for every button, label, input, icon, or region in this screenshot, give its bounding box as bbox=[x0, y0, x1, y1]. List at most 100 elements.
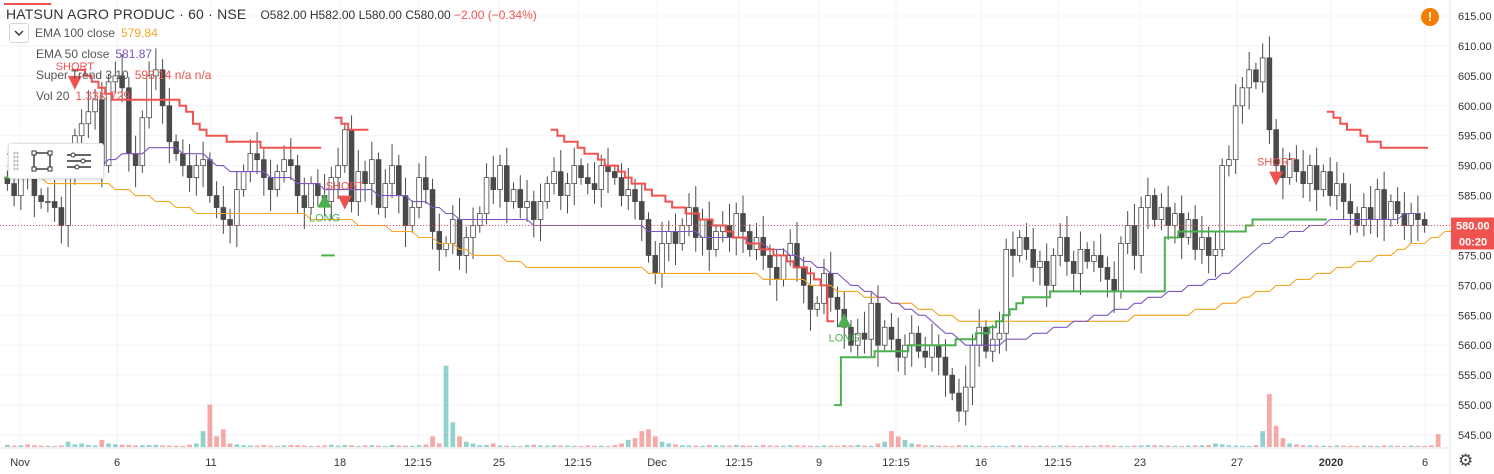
price-axis[interactable]: 615.00 610.00 605.00 600.00 595.00 590.00 585.… bbox=[1451, 11, 1494, 442]
price-tick-label: 575.00 bbox=[1458, 250, 1492, 262]
low-value: L580.00 bbox=[358, 8, 402, 22]
candle-body bbox=[591, 183, 598, 190]
candle-body bbox=[1300, 171, 1306, 184]
supertrend-short-line bbox=[334, 116, 369, 131]
candle-body bbox=[1118, 243, 1124, 292]
volume-bar bbox=[214, 436, 219, 447]
volume-bar bbox=[308, 445, 314, 447]
volume-bar bbox=[1172, 445, 1178, 447]
candle-body bbox=[490, 177, 497, 190]
volume-bar bbox=[814, 445, 820, 447]
indicator-supertrend[interactable]: Super Trend 3 10 593.14 n/a n/a bbox=[6, 64, 537, 85]
volume-bar bbox=[1057, 445, 1063, 447]
symbol-title[interactable]: HATSUN AGRO PRODUC · 60 · NSE bbox=[6, 6, 247, 22]
volume-bar bbox=[187, 444, 192, 447]
drag-handle-icon[interactable] bbox=[13, 151, 19, 171]
candle-body bbox=[342, 129, 348, 167]
price-tick-label: 570.00 bbox=[1458, 280, 1492, 292]
supertrend-short-line bbox=[550, 128, 835, 323]
indicator-value: 1.33K 729 bbox=[75, 88, 131, 103]
volume-bar bbox=[45, 445, 51, 447]
candle-body bbox=[949, 374, 955, 394]
volume-bar bbox=[274, 445, 280, 447]
time-tick-label: 11 bbox=[205, 457, 216, 469]
volume-bar bbox=[740, 445, 746, 447]
indicator-ema50[interactable]: EMA 50 close 581.87 bbox=[6, 43, 537, 64]
indicator-volume[interactable]: Vol 20 1.33K 729 bbox=[6, 85, 537, 106]
object-tree-icon[interactable] bbox=[65, 148, 93, 174]
candle-body bbox=[800, 267, 807, 286]
volume-bar bbox=[1253, 445, 1259, 447]
time-tick-label: 2020 bbox=[1319, 457, 1343, 469]
candle-body bbox=[1003, 249, 1009, 334]
candle-body bbox=[1374, 189, 1381, 220]
candle-body bbox=[1307, 165, 1313, 184]
candle-body bbox=[618, 177, 625, 196]
volume-bar bbox=[571, 445, 577, 447]
volume-bar bbox=[1368, 445, 1373, 447]
candle-body bbox=[531, 201, 537, 220]
candle-body bbox=[1388, 201, 1394, 220]
candle-body bbox=[274, 171, 281, 190]
candle-body bbox=[1084, 249, 1090, 262]
volume-bar bbox=[551, 445, 557, 447]
volume-bar bbox=[430, 436, 435, 447]
indicator-name: Super Trend 3 10 bbox=[36, 67, 129, 82]
candle-body bbox=[423, 177, 429, 190]
gear-icon[interactable]: ⚙ bbox=[1458, 451, 1474, 470]
volume-bar bbox=[1111, 445, 1117, 447]
volume-bar bbox=[106, 443, 111, 447]
candle-body bbox=[1239, 87, 1246, 107]
candle-body bbox=[11, 183, 17, 196]
volume-bar bbox=[970, 445, 975, 447]
short-arrow-icon bbox=[67, 75, 82, 90]
candle-body bbox=[814, 302, 820, 310]
volume-bar bbox=[673, 444, 678, 447]
candle-body bbox=[389, 165, 395, 184]
volume-bar bbox=[862, 445, 867, 447]
time-tick-label: 18 bbox=[334, 457, 346, 469]
warning-icon[interactable]: ! bbox=[1421, 8, 1439, 26]
change-value: −2.00 (−0.34%) bbox=[454, 8, 537, 22]
ema100-line bbox=[7, 165, 1459, 322]
volume-bar bbox=[166, 445, 172, 447]
candle-body bbox=[1165, 207, 1171, 226]
time-axis[interactable]: Nov 6 11 18 12:15 25 12:15 Dec 12:15 9 12:15 16 12:1… bbox=[10, 457, 1428, 469]
price-tick-label: 595.00 bbox=[1458, 131, 1492, 143]
candle-body bbox=[153, 69, 159, 77]
volume-bar bbox=[234, 444, 240, 447]
candle-body bbox=[895, 338, 901, 358]
candle-body bbox=[942, 356, 949, 376]
time-tick-label: 12:15 bbox=[882, 457, 910, 469]
volume-bar bbox=[666, 443, 672, 447]
indicator-ema100[interactable]: EMA 100 close 579.84 bbox=[6, 22, 537, 43]
candle-body bbox=[686, 207, 692, 226]
time-tick-label: 9 bbox=[816, 457, 822, 469]
indicator-name: EMA 50 close bbox=[36, 46, 110, 61]
volume-bar bbox=[1138, 445, 1144, 447]
open-value: O582.00 bbox=[260, 8, 307, 22]
candle-body bbox=[672, 231, 679, 244]
volume-bar bbox=[835, 445, 840, 447]
collapse-toggle-button[interactable] bbox=[9, 22, 29, 43]
volume-bar bbox=[652, 436, 658, 447]
volume-bar bbox=[180, 445, 186, 447]
time-tick-label: 12:15 bbox=[564, 457, 592, 469]
drawing-toolbox[interactable] bbox=[8, 143, 104, 179]
volume-bar bbox=[477, 445, 483, 447]
volume-bar bbox=[241, 445, 246, 447]
volume-bar bbox=[355, 445, 361, 447]
volume-bar bbox=[207, 404, 213, 447]
rectangle-select-icon[interactable] bbox=[29, 148, 55, 174]
time-tick-label: 25 bbox=[493, 457, 505, 469]
volume-bar bbox=[1010, 445, 1016, 447]
candle-body bbox=[578, 165, 584, 179]
volume-bar bbox=[1084, 445, 1090, 447]
volume-bar bbox=[322, 445, 327, 447]
volume-bar bbox=[538, 445, 543, 447]
candle-body bbox=[537, 201, 544, 220]
volume-bar bbox=[389, 444, 395, 447]
volume-bar bbox=[72, 444, 78, 447]
candle-body bbox=[1037, 261, 1043, 268]
